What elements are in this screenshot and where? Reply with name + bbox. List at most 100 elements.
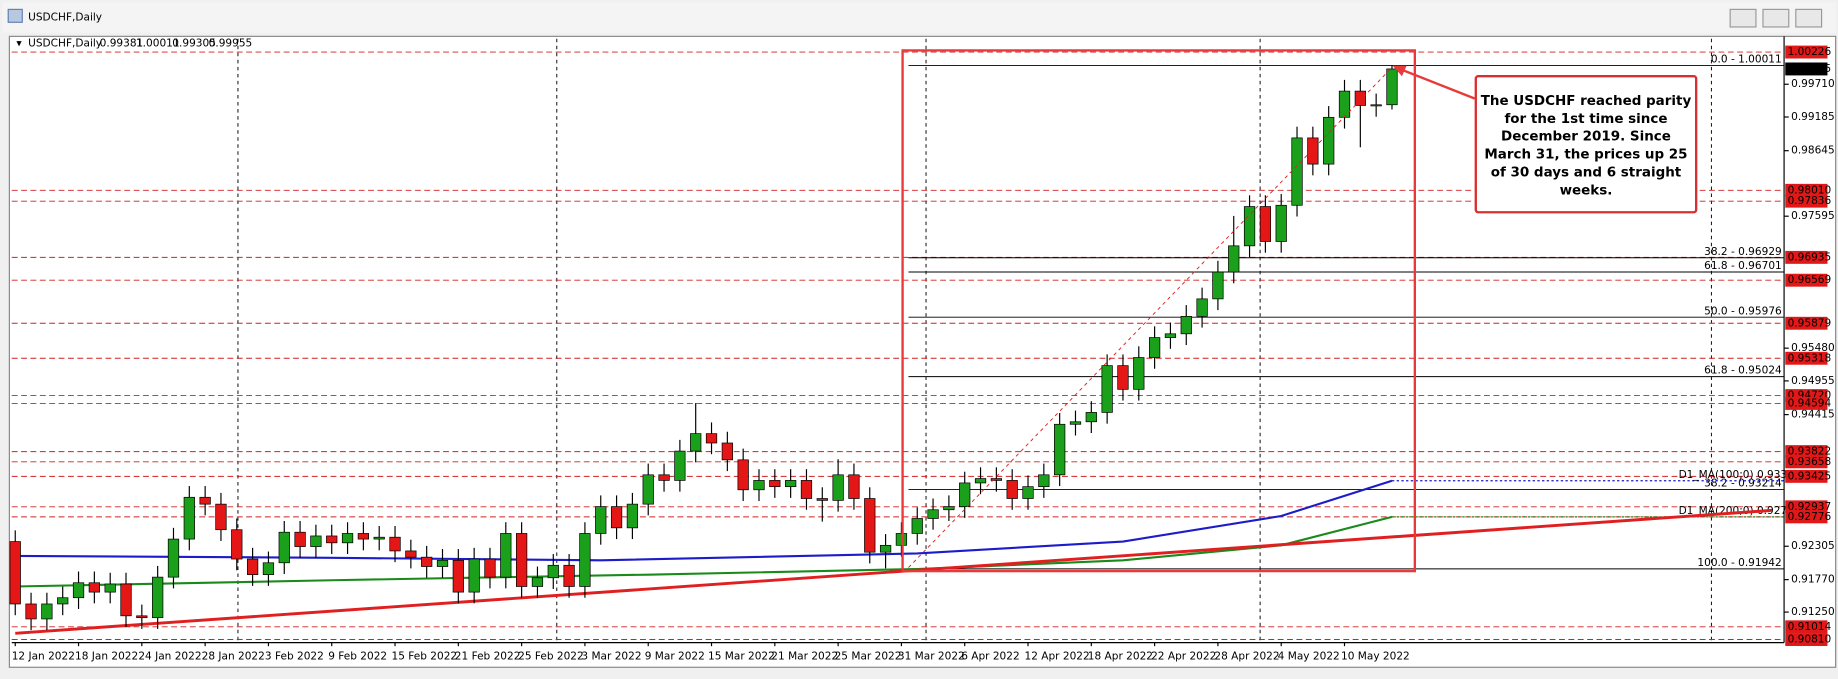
candle-body [1148, 337, 1161, 358]
y-tick-label: 0.91250 [1791, 606, 1835, 618]
candle-body [1338, 90, 1351, 118]
fib-label: 0.0 - 1.00011 [1711, 54, 1782, 66]
candle-body [1323, 116, 1335, 165]
period-separators [237, 38, 1712, 643]
candle-body [120, 583, 132, 617]
level-tag [1785, 194, 1828, 208]
candle-body [690, 433, 702, 452]
candle-body [547, 564, 559, 579]
annotation: The USDCHF reached parity for the 1st tim… [1481, 93, 1692, 199]
x-tick-label: 10 May 2022 [1341, 651, 1410, 663]
candle-body [1164, 333, 1177, 338]
candle-body [531, 577, 544, 587]
candle-body [9, 541, 21, 605]
minimize-button[interactable] [1729, 8, 1757, 28]
level-tag [1785, 500, 1828, 514]
header-close: 0.99955 [209, 37, 253, 49]
candle-body [721, 442, 733, 461]
level-label: 0.94594 [1788, 397, 1832, 409]
level-label: 0.93425 [1788, 470, 1832, 482]
annotation-line: of 30 days and 6 straight [1491, 165, 1682, 181]
annotation-line: weeks. [1560, 183, 1613, 199]
y-tick-label: 0.95480 [1791, 342, 1835, 354]
header-open: 0.99381 [100, 37, 144, 49]
level-tag [1785, 510, 1828, 524]
level-label: 0.95318 [1788, 352, 1832, 364]
candle-body [1038, 474, 1050, 488]
x-tick-label: 28 Apr 2022 [1214, 651, 1279, 663]
candle-body [769, 480, 781, 488]
candle-body [1354, 90, 1366, 106]
annotation-arrow [1396, 66, 1476, 100]
candle-body [152, 576, 164, 619]
candle-body [879, 544, 892, 553]
y-tick-label: 0.94955 [1791, 375, 1835, 387]
candle-body [1085, 412, 1097, 423]
candle-body [1212, 271, 1224, 300]
candle-body [341, 533, 354, 544]
maximize-button[interactable] [1762, 8, 1790, 28]
close-button[interactable] [1795, 8, 1823, 28]
candle-body [1307, 137, 1319, 165]
window-icon [7, 8, 23, 23]
candle-body [1386, 68, 1398, 106]
x-tick-label: 31 Mar 2022 [898, 651, 965, 663]
level-label: 0.96935 [1788, 251, 1832, 263]
annotation-line: December 2019. Since [1501, 129, 1671, 145]
level-label: 0.98010 [1788, 184, 1832, 196]
level-label: 0.90810 [1788, 634, 1832, 646]
candle-body [405, 550, 417, 558]
annotation-box [1474, 75, 1698, 214]
candle-body [136, 615, 148, 619]
candle-body [326, 535, 338, 544]
y-tick-label: 0.98645 [1791, 145, 1835, 157]
candle-body [705, 433, 718, 444]
level-tag [1785, 396, 1828, 410]
arrow-head [1392, 65, 1407, 77]
candle-body [974, 478, 987, 484]
level-tag [1785, 273, 1828, 287]
level-label: 0.91014 [1788, 621, 1832, 633]
candle-body [848, 474, 860, 499]
candle-body [785, 480, 797, 488]
candle-body [310, 535, 322, 547]
x-tick-label: 9 Mar 2022 [645, 651, 705, 663]
level-tag [1785, 455, 1828, 469]
candle-body [1196, 298, 1208, 317]
candle-body [1291, 137, 1303, 206]
candle-body [674, 450, 686, 481]
candle-body [1243, 206, 1256, 247]
candle-body [595, 506, 607, 534]
fibonacci: 0.0 - 1.00011 38.2 - 0.96929 61.8 - 0.9670… [908, 54, 1785, 570]
level-label: 0.92776 [1788, 511, 1832, 523]
title-bar [2, 2, 1836, 33]
header-low: 0.99305 [172, 37, 216, 49]
candle-body [500, 533, 512, 578]
candle-body [373, 536, 385, 540]
y-tick-label: 0.92305 [1791, 540, 1835, 552]
header-symbol: USDCHF,Daily [28, 37, 102, 49]
y-tick-label: 0.91770 [1791, 574, 1835, 586]
candle-body [1117, 365, 1129, 390]
candle-body [911, 518, 923, 534]
level-tag [1785, 351, 1828, 365]
candle-body [943, 506, 955, 511]
candle-body [959, 482, 971, 507]
candle-body [262, 562, 275, 575]
candle-body [642, 474, 654, 505]
annotation-line: March 31, the prices up 25 [1484, 147, 1687, 163]
level-label: 0.97836 [1788, 195, 1832, 207]
x-tick-label: 15 Mar 2022 [708, 651, 775, 663]
x-tick-label: 9 Feb 2022 [328, 651, 387, 663]
candle-body [199, 496, 211, 505]
fib-label: 61.8 - 0.96701 [1704, 260, 1782, 272]
y-tick-label: 0.97595 [1791, 210, 1835, 222]
x-tick-label: 3 Feb 2022 [265, 651, 324, 663]
x-tick-label: 18 Jan 2022 [75, 651, 138, 663]
level-tag [1785, 620, 1828, 634]
candle-body [610, 506, 623, 529]
candle-body [452, 559, 464, 593]
level-label: 0.93822 [1788, 446, 1832, 458]
candle-body [832, 474, 844, 501]
